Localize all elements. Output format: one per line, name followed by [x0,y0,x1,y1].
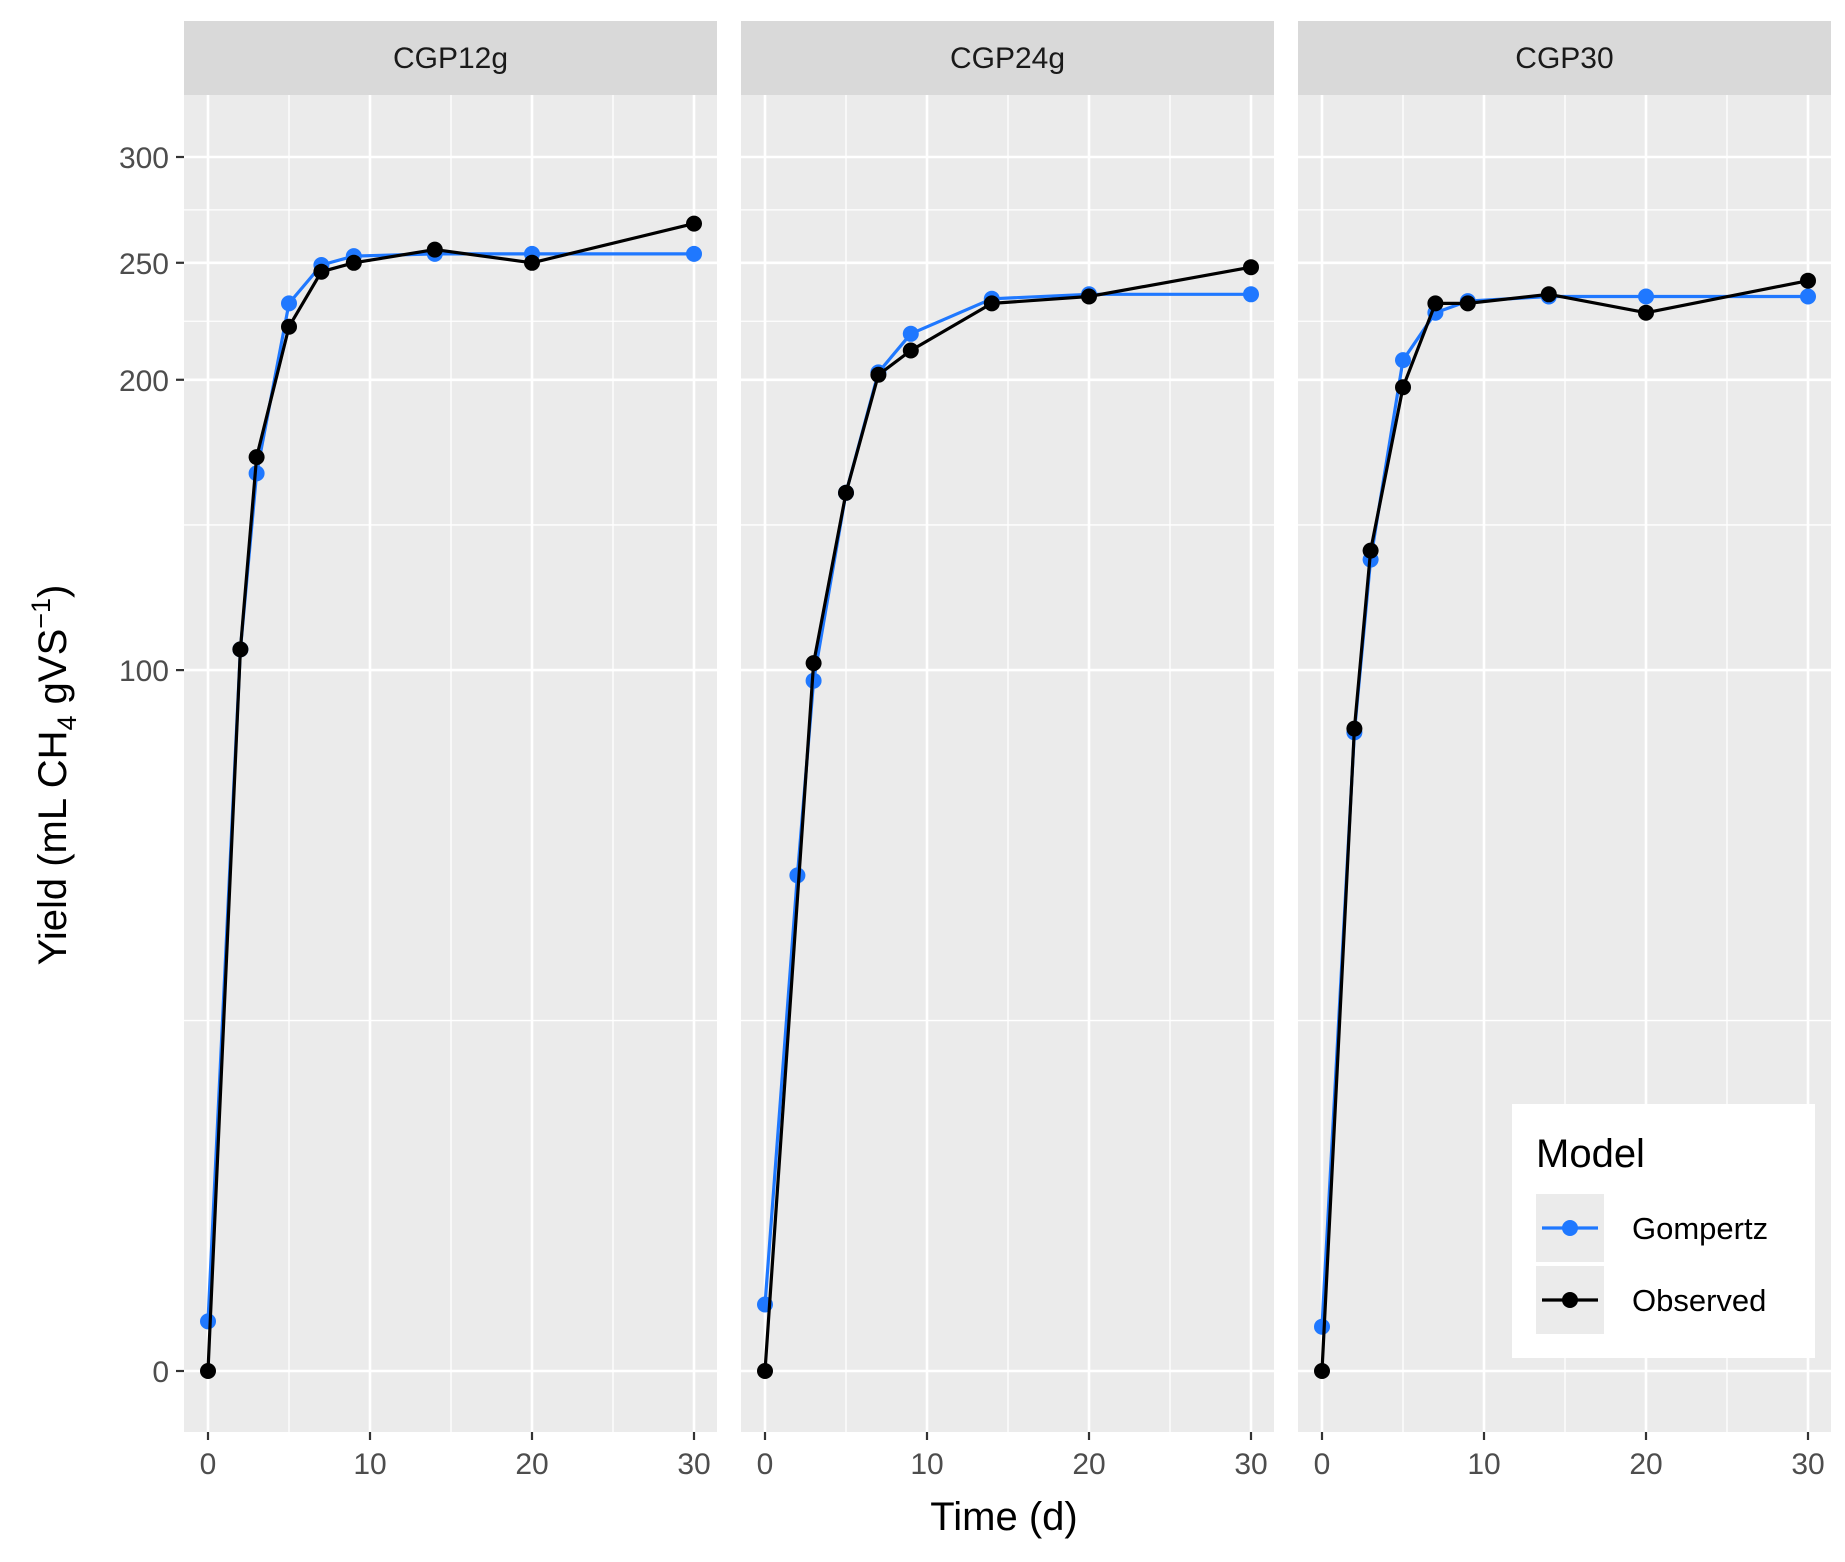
y-axis-title-unit: gVS [31,629,75,716]
x-tick-label: 10 [1467,1448,1500,1481]
data-point-observed [200,1363,216,1379]
x-tick-label: 20 [1629,1448,1662,1481]
y-tick-label: 0 [152,1356,169,1389]
y-axis-title-suffix: ) [31,585,75,598]
data-point-gompertz [1638,289,1654,305]
x-tick-label: 30 [1791,1448,1824,1481]
data-point-observed [524,255,540,271]
x-tick-label: 0 [200,1448,217,1481]
legend-label: Gompertz [1632,1211,1768,1246]
facet-strip-label: CGP30 [1515,42,1613,75]
y-axis-title-superscript: −1 [26,598,56,629]
data-point-observed [1541,286,1557,302]
x-tick-label: 30 [1234,1448,1267,1481]
data-point-gompertz [686,246,702,262]
x-tick-label: 30 [677,1448,710,1481]
facet-panel: CGP24g 0 10 20 30 [741,21,1274,1481]
y-axis-title: Yield (mL CH4 gVS−1) [26,585,82,966]
facet-strip-label: CGP24g [950,42,1065,75]
data-point-observed [1363,543,1379,559]
legend-key-point [1562,1220,1578,1236]
data-point-gompertz [1243,286,1259,302]
facet-panel: CGP12g 0 10 20 30 [184,21,717,1481]
data-point-observed [686,216,702,232]
data-point-observed [757,1363,773,1379]
y-axis-title-subscript: 4 [52,715,82,730]
data-point-gompertz [1395,352,1411,368]
legend-label: Observed [1632,1283,1766,1318]
data-point-observed [870,367,886,383]
data-point-gompertz [1314,1319,1330,1335]
legend: Model Gompertz Observed [1512,1104,1815,1358]
y-tick-label: 300 [119,142,169,175]
data-point-observed [249,449,265,465]
x-tick-label: 0 [757,1448,774,1481]
data-point-observed [903,343,919,359]
legend-key-point [1562,1292,1578,1308]
data-point-observed [1081,289,1097,305]
data-point-observed [1800,273,1816,289]
x-tick-label: 10 [910,1448,943,1481]
y-axis-title-prefix: Yield (mL CH [31,731,75,966]
y-axis: 0 100 200 250 300 [119,142,184,1389]
x-tick-label: 10 [353,1448,386,1481]
x-tick-label: 20 [515,1448,548,1481]
data-point-observed [838,485,854,501]
data-point-observed [427,242,443,258]
data-point-observed [1395,379,1411,395]
data-point-observed [346,255,362,271]
data-point-gompertz [200,1313,216,1329]
data-point-observed [1243,259,1259,275]
data-point-observed [806,655,822,671]
y-tick-label: 250 [119,248,169,281]
x-axis-title: Time (d) [930,1495,1077,1539]
x-tick-label: 20 [1072,1448,1105,1481]
data-point-gompertz [1800,289,1816,305]
data-point-observed [232,641,248,657]
data-point-gompertz [281,295,297,311]
data-point-observed [1314,1363,1330,1379]
data-point-observed [1460,295,1476,311]
x-tick-label: 0 [1314,1448,1331,1481]
y-tick-label: 200 [119,365,169,398]
data-point-gompertz [903,326,919,342]
data-point-observed [1427,295,1443,311]
data-point-observed [1346,721,1362,737]
y-tick-label: 100 [119,655,169,688]
data-point-observed [1638,305,1654,321]
data-point-observed [281,319,297,335]
data-point-observed [984,295,1000,311]
legend-title: Model [1536,1132,1645,1176]
data-point-observed [313,264,329,280]
facet-strip-label: CGP12g [393,42,508,75]
